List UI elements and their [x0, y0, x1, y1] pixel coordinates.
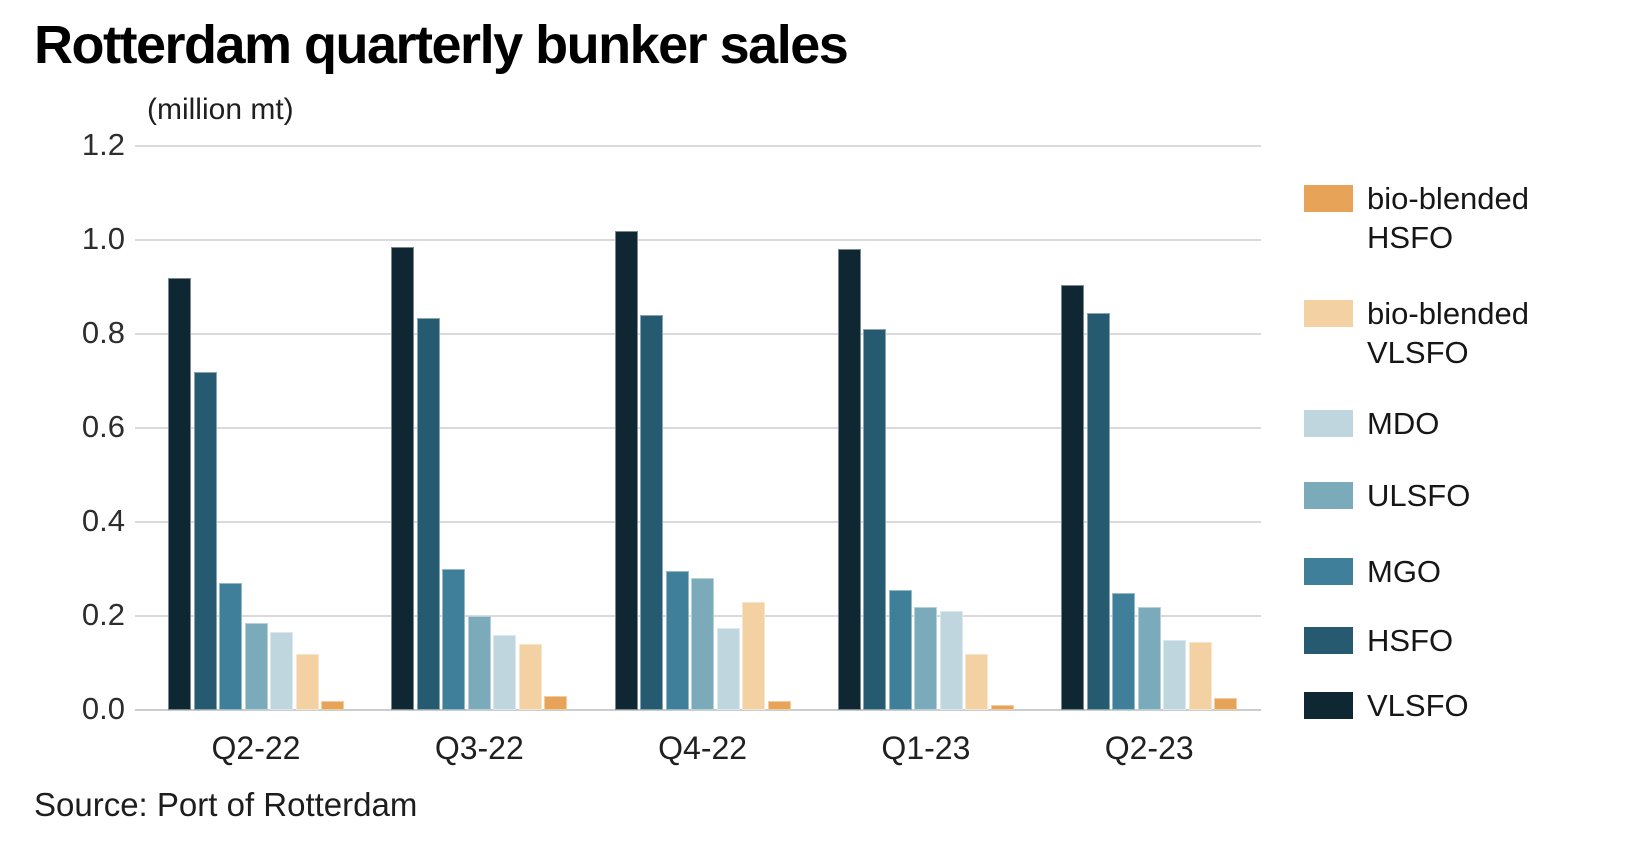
gridline-y-0.6 — [135, 427, 1261, 429]
gridline-y-0.8 — [135, 333, 1261, 335]
bar-bio-blended-vlsfo-q4-22 — [742, 601, 766, 710]
x-axis-tick-q3-22: Q3-22 — [434, 730, 524, 766]
bar-bio-blended-vlsfo-q3-22 — [518, 644, 542, 710]
bar-vlsfo-q2-22 — [168, 277, 191, 710]
legend-label-line: VLSFO — [1367, 688, 1469, 723]
bar-vlsfo-q4-22 — [614, 230, 638, 710]
bar-mdo-q1-23 — [939, 611, 963, 710]
bar-mdo-q2-23 — [1163, 639, 1187, 710]
bar-ulsfo-q4-22 — [691, 578, 715, 710]
legend-swatch-ulsfo — [1304, 482, 1353, 509]
y-axis-tick-1.2: 1.2 — [81, 127, 125, 162]
bar-vlsfo-q3-22 — [391, 247, 415, 710]
bar-ulsfo-q2-23 — [1137, 606, 1161, 710]
y-axis-tick-0.8: 0.8 — [81, 315, 125, 350]
legend-label-line: MGO — [1367, 554, 1442, 589]
bar-mgo-q3-22 — [442, 569, 466, 710]
x-axis-tick-q4-22: Q4-22 — [658, 730, 748, 766]
y-axis-tick-0.0: 0.0 — [81, 691, 125, 726]
bar-bio-blended-hsfo-q4-22 — [767, 700, 791, 710]
bar-bio-blended-hsfo-q3-22 — [544, 695, 568, 710]
bar-bio-blended-vlsfo-q2-23 — [1188, 641, 1212, 710]
bar-vlsfo-q2-23 — [1061, 284, 1085, 710]
legend-swatch-mgo — [1304, 558, 1353, 585]
bar-vlsfo-q1-23 — [837, 249, 861, 710]
legend-label-line: HSFO — [1367, 220, 1454, 255]
bar-mdo-q2-22 — [270, 632, 293, 710]
legend-label-line: MDO — [1367, 406, 1440, 441]
y-axis-tick-0.4: 0.4 — [81, 503, 125, 538]
legend-label-line: bio-blended — [1367, 181, 1530, 216]
bar-hsfo-q3-22 — [416, 317, 440, 710]
bar-bio-blended-hsfo-q2-22 — [321, 700, 344, 710]
legend-label-bio-blended-hsfo: bio-blended HSFO — [1367, 179, 1529, 257]
legend-label-line: bio-blended — [1367, 296, 1530, 331]
chart-title: Rotterdam quarterly bunker sales — [34, 15, 849, 75]
x-axis-tick-q2-23: Q2-23 — [1104, 730, 1194, 766]
legend-label-bio-blended-vlsfo: bio-blended VLSFO — [1367, 294, 1529, 372]
bar-ulsfo-q2-22 — [244, 623, 268, 710]
legend-label-line: ULSFO — [1367, 478, 1471, 513]
gridline-y-0.4 — [135, 521, 1261, 523]
legend-label-line: HSFO — [1367, 623, 1454, 658]
x-axis-tick-q1-23: Q1-23 — [881, 730, 971, 766]
bar-hsfo-q1-23 — [863, 329, 887, 710]
y-axis-tick-0.2: 0.2 — [81, 597, 125, 632]
bar-ulsfo-q1-23 — [914, 606, 938, 710]
gridline-y-0.0 — [135, 709, 1261, 711]
bar-ulsfo-q3-22 — [467, 616, 491, 710]
bar-hsfo-q2-23 — [1086, 312, 1110, 710]
y-axis-tick-0.6: 0.6 — [81, 409, 125, 444]
legend-label-mdo: MDO — [1367, 404, 1439, 443]
legend-label-ulsfo: ULSFO — [1367, 476, 1470, 515]
legend-label-mgo: MGO — [1367, 552, 1441, 591]
bar-hsfo-q4-22 — [640, 315, 664, 710]
legend-swatch-hsfo — [1304, 627, 1353, 654]
bar-bio-blended-hsfo-q1-23 — [990, 705, 1014, 710]
gridline-y-1.0 — [135, 239, 1261, 241]
y-axis-tick-1.0: 1.0 — [81, 221, 125, 256]
legend-swatch-mdo — [1304, 410, 1353, 437]
bar-mgo-q2-23 — [1112, 592, 1136, 710]
bar-mgo-q2-22 — [219, 583, 242, 710]
bar-mgo-q4-22 — [665, 571, 689, 710]
source-note: Source: Port of Rotterdam — [34, 786, 418, 823]
legend-label-vlsfo: VLSFO — [1367, 686, 1469, 725]
legend-label-hsfo: HSFO — [1367, 621, 1453, 660]
legend-label-line: VLSFO — [1367, 335, 1469, 370]
legend-swatch-bio-blended-hsfo — [1304, 185, 1353, 212]
x-axis-tick-q2-22: Q2-22 — [211, 730, 301, 766]
bar-hsfo-q2-22 — [193, 371, 217, 710]
bar-mdo-q3-22 — [493, 634, 517, 710]
legend-swatch-bio-blended-vlsfo — [1304, 300, 1353, 327]
gridline-y-1.2 — [135, 145, 1261, 147]
bar-bio-blended-vlsfo-q2-22 — [295, 653, 319, 710]
y-axis-unit-label: (million mt) — [147, 93, 294, 126]
bar-bio-blended-vlsfo-q1-23 — [965, 653, 989, 710]
bar-mdo-q4-22 — [716, 627, 740, 710]
bar-mgo-q1-23 — [888, 590, 912, 710]
legend-swatch-vlsfo — [1304, 692, 1353, 719]
bar-bio-blended-hsfo-q2-23 — [1214, 698, 1238, 710]
